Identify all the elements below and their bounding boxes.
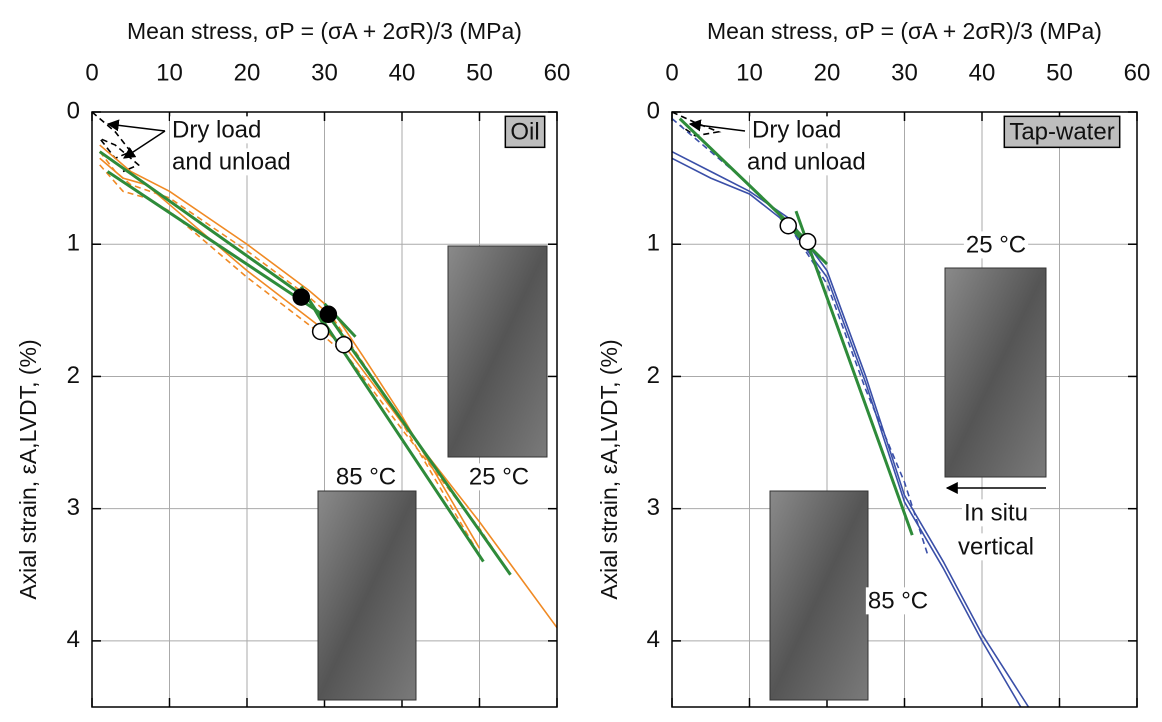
x-tick-label: 0 [665,59,678,86]
x-tick-label: 30 [891,59,918,86]
annotation-bg [963,231,1029,259]
data-line [99,151,481,556]
y-tick-label: 1 [647,230,660,257]
panel-label-box [1003,115,1121,149]
x-tick-label: 10 [736,59,763,86]
annotation-bg [745,148,868,176]
panel-label: Oil [510,118,539,145]
data-point [798,232,817,251]
x-tick-label: 40 [389,59,416,86]
annotation-bg [466,463,532,491]
y-axis-title: Axial strain, εA,LVDT, (%) [596,339,622,599]
annotation-bg [170,148,293,176]
annotation: In situ [964,499,1028,526]
data-line [91,111,141,173]
annotation: Dry load [752,116,841,143]
annotation: and unload [172,148,291,175]
annotation: 25 °C [469,463,529,490]
x-tick-label: 60 [1124,59,1151,86]
plot-frame [671,111,1138,708]
plot-frame [91,111,558,708]
annotation-bg [955,533,1037,561]
y-tick-label: 0 [67,97,80,124]
data-line [678,117,805,239]
data-point [311,322,330,341]
data-line [671,150,1030,708]
y-tick-label: 3 [67,494,80,521]
specimen-image [447,245,548,458]
data-line [671,118,929,556]
arrow [688,119,746,132]
data-line [794,210,914,536]
panel-label-box [504,115,546,149]
data-line [98,150,485,563]
data-line [671,111,722,137]
data-point [292,288,310,306]
panel-label: Tap-water [1009,118,1114,145]
data-point [779,216,797,235]
y-tick-label: 1 [67,230,80,257]
annotation: 85 °C [868,587,928,614]
y-tick-label: 2 [647,362,660,389]
x-tick-label: 40 [969,59,996,86]
data-line [671,157,1022,708]
annotation-bg [170,116,264,144]
x-tick-label: 0 [85,59,98,86]
data-point [319,305,338,324]
arrow [122,130,166,159]
annotation: and unload [747,148,866,175]
y-axis-title: Axial strain, εA,LVDT, (%) [15,339,41,599]
annotation-bg [961,499,1031,527]
x-tick-label: 20 [234,59,261,86]
annotation-bg [750,116,844,144]
y-tick-label: 4 [67,626,80,653]
annotation: vertical [958,533,1034,560]
x-tick-label: 60 [544,59,571,86]
annotation-bg [865,587,931,615]
x-tick-label: 20 [814,59,841,86]
x-axis-title: Mean stress, σP = (σA + 2σR)/3 (MPa) [127,18,522,44]
annotation: Dry load [172,116,261,143]
specimen-image [944,267,1047,478]
specimen-image [317,490,417,701]
annotation-bg [333,463,399,491]
specimen-image [769,490,869,701]
y-tick-label: 2 [67,362,80,389]
annotation: 25 °C [966,231,1026,258]
x-tick-label: 50 [466,59,493,86]
x-tick-label: 30 [311,59,338,86]
x-tick-label: 10 [156,59,183,86]
data-point [335,335,353,354]
x-axis-title: Mean stress, σP = (σA + 2σR)/3 (MPa) [707,18,1102,44]
y-tick-label: 4 [647,626,660,653]
x-tick-label: 50 [1046,59,1073,86]
y-tick-label: 3 [647,494,660,521]
annotation: 85 °C [336,463,396,490]
y-tick-label: 0 [647,97,660,124]
arrow [106,119,166,132]
